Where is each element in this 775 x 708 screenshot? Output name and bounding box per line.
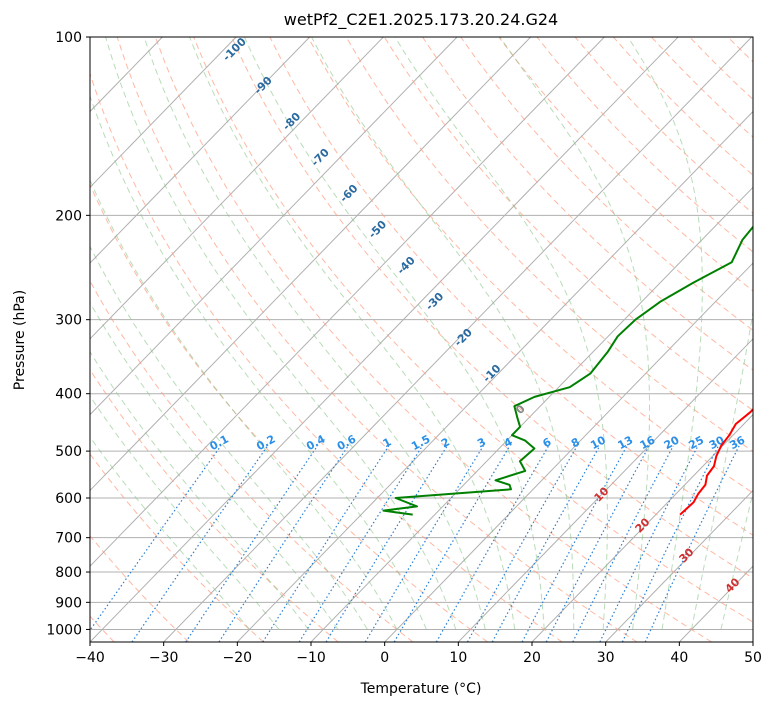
dewpoint-profile-line (382, 225, 753, 516)
mixing-ratio-label: 20 (662, 433, 682, 452)
isotherm-line (457, 338, 753, 642)
moist-adiabat-line (244, 37, 545, 630)
moist-adiabats (90, 37, 753, 630)
isotherm-line (90, 37, 384, 340)
mixing-ratio-line (218, 445, 349, 642)
moist-adiabat-line (105, 37, 457, 630)
mixing-ratio-label: 25 (686, 433, 706, 452)
moist-adiabat-line (720, 490, 753, 630)
mixing-ratio-label: 36 (728, 433, 748, 452)
y-tick-label: 400 (55, 387, 82, 403)
moist-adiabat-line (90, 301, 339, 630)
temperature-profile-line (679, 408, 753, 516)
isotherm-gridlines (90, 37, 753, 642)
x-tick-label: −20 (223, 650, 253, 666)
mixing-ratio-line (325, 445, 448, 642)
mixing-ratio-line (393, 445, 511, 642)
isotherm-line (605, 489, 753, 642)
mixing-ratio-line (491, 445, 601, 642)
x-tick-label: 40 (670, 650, 688, 666)
mixing-ratio-label: 16 (638, 433, 658, 452)
isotherm-line (90, 37, 458, 416)
y-tick-label: 800 (55, 565, 82, 581)
moist-adiabat-line (394, 37, 608, 630)
dry-adiabat-line (269, 37, 753, 536)
x-tick-label: 10 (449, 650, 467, 666)
moist-adiabat-line (90, 94, 427, 630)
moist-adiabat-line (90, 395, 280, 630)
mixing-ratio-line (572, 445, 674, 642)
y-tick-label: 600 (55, 491, 82, 507)
moist-adiabat-line (143, 37, 486, 630)
mixing-ratio-line (131, 445, 269, 642)
moist-adiabat-line (691, 308, 753, 630)
x-tick-label: 30 (597, 650, 615, 666)
mixing-ratio-label: 13 (616, 433, 636, 452)
mixing-ratio-lines (90, 445, 740, 642)
x-axis-ticks: −40 −30 −20 −10 0 10 20 30 40 50 (75, 642, 762, 666)
y-axis-ticks: 100 200 300 400 500 600 700 800 900 1000 (46, 30, 90, 638)
mixing-ratio-line (298, 445, 423, 642)
dry-adiabat-line (193, 37, 753, 623)
isotherm-line (90, 37, 532, 492)
mixing-ratio-line (599, 445, 699, 642)
x-tick-label: 20 (523, 650, 541, 666)
mixing-ratio-label: 30 (707, 433, 727, 452)
dry-adiabat-line (116, 37, 638, 642)
isotherm-line (384, 262, 753, 642)
isotherm-line (90, 37, 605, 567)
isotherm-line (310, 186, 753, 642)
mixing-ratio-line (185, 445, 318, 642)
mixing-ratio-label: 10 (588, 433, 608, 452)
isotherm-line (90, 37, 237, 189)
dry-adiabat-line (90, 183, 488, 642)
y-tick-label: 300 (55, 313, 82, 329)
moist-adiabat-line (90, 350, 309, 630)
moist-adiabat-line (499, 37, 650, 630)
moist-adiabat-line (189, 37, 516, 630)
x-tick-label: −40 (75, 650, 105, 666)
moist-adiabat-line (90, 178, 398, 630)
dry-adiabat-line (90, 453, 264, 642)
x-tick-label: 0 (380, 650, 389, 666)
chart-title: wetPf2_C2E1.2025.173.20.24.G24 (284, 10, 558, 30)
moist-adiabat-line (627, 37, 703, 630)
isotherm-line (90, 37, 311, 264)
dry-adiabats (90, 37, 753, 642)
mixing-ratio-line (90, 445, 222, 632)
x-tick-label: −10 (296, 650, 326, 666)
plot-frame (89, 36, 754, 643)
mixing-ratio-line (364, 445, 484, 642)
mixing-ratio-line (466, 445, 578, 642)
sounding-profiles (382, 225, 753, 516)
y-tick-label: 1000 (46, 622, 82, 638)
dry-adiabat-line (90, 279, 414, 642)
y-tick-label: 700 (55, 531, 82, 547)
isotherm-line (163, 37, 753, 642)
isotherm-line (531, 413, 753, 642)
isotherm-line (236, 110, 753, 642)
y-axis-label: Pressure (hPa) (12, 290, 28, 390)
moist-adiabat-line (311, 37, 575, 630)
y-tick-label: 900 (55, 595, 82, 611)
x-tick-label: 50 (744, 650, 762, 666)
x-axis-label: Temperature (°C) (360, 681, 482, 697)
dry-adiabat-line (307, 37, 753, 494)
dry-adiabat-line (90, 71, 563, 642)
isotherm-line (90, 37, 679, 642)
y-tick-label: 100 (55, 30, 82, 46)
moist-adiabat-line (90, 436, 250, 630)
x-tick-label: −30 (149, 650, 179, 666)
mixing-ratio-line (621, 445, 719, 642)
mixing-ratio-line (262, 445, 390, 642)
dry-adiabat-line (90, 368, 339, 642)
y-tick-label: 200 (55, 208, 82, 224)
dry-adiabat-line (345, 37, 753, 452)
y-tick-label: 500 (55, 444, 82, 460)
